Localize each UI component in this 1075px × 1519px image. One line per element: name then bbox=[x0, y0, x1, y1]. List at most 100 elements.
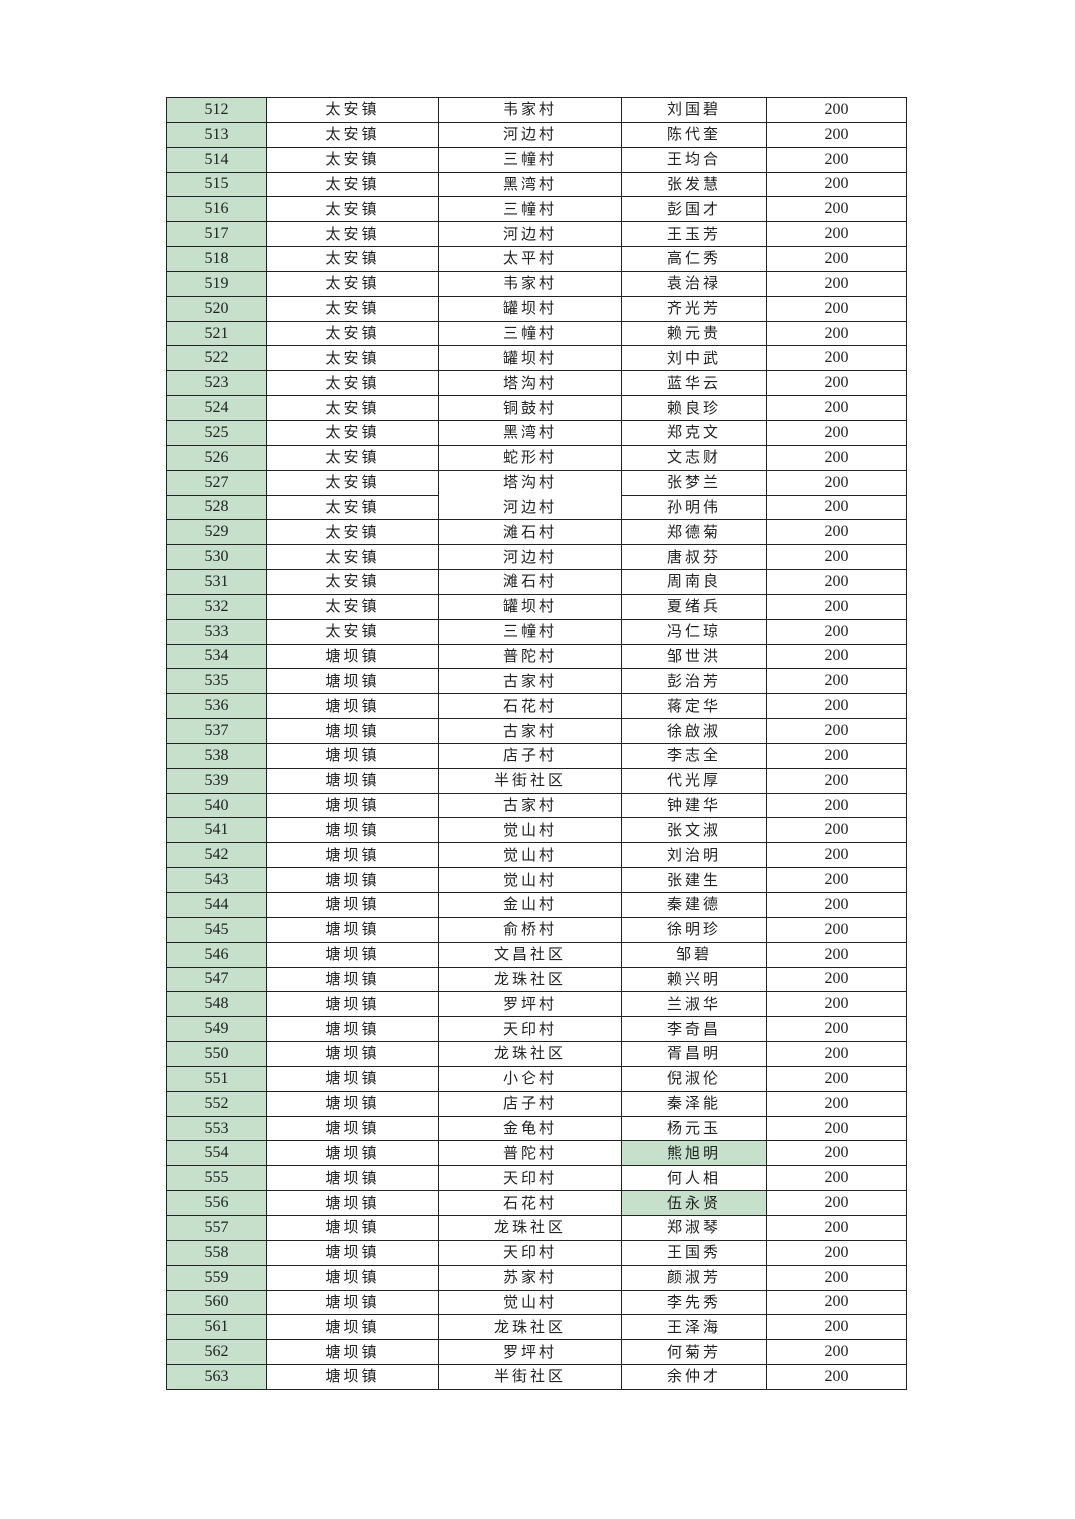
name-cell: 何人相 bbox=[621, 1165, 767, 1192]
village-cell: 店子村 bbox=[438, 742, 622, 769]
name-cell: 蓝华云 bbox=[621, 370, 767, 397]
index-cell: 563 bbox=[166, 1364, 267, 1390]
name-cell: 张文淑 bbox=[621, 817, 767, 844]
index-cell: 560 bbox=[166, 1289, 267, 1316]
index-cell: 561 bbox=[166, 1314, 267, 1341]
table-row: 541 塘坝镇 觉山村 张文淑 200 bbox=[166, 817, 907, 844]
table-row: 551 塘坝镇 小仑村 倪淑伦 200 bbox=[166, 1065, 907, 1092]
town-cell: 塘坝镇 bbox=[266, 916, 439, 943]
index-cell: 537 bbox=[166, 718, 267, 744]
amount-cell: 200 bbox=[766, 842, 907, 869]
index-cell: 517 bbox=[166, 221, 267, 248]
name-cell: 伍永贤 bbox=[621, 1190, 767, 1216]
name-cell: 蒋定华 bbox=[621, 693, 767, 720]
name-cell: 胥昌明 bbox=[621, 1041, 767, 1067]
amount-cell: 200 bbox=[766, 991, 907, 1018]
amount-cell: 200 bbox=[766, 643, 907, 670]
town-cell: 塘坝镇 bbox=[266, 767, 439, 794]
village-cell: 韦家村 bbox=[438, 97, 622, 123]
name-cell: 夏绪兵 bbox=[621, 593, 767, 620]
amount-cell: 200 bbox=[766, 767, 907, 794]
village-cell: 古家村 bbox=[438, 668, 622, 695]
table-row: 517 太安镇 河边村 王玉芳 200 bbox=[166, 221, 907, 248]
name-cell: 秦建德 bbox=[621, 892, 767, 918]
index-cell: 529 bbox=[166, 519, 267, 546]
town-cell: 太安镇 bbox=[266, 593, 439, 620]
index-cell: 553 bbox=[166, 1115, 267, 1142]
table-row: 548 塘坝镇 罗坪村 兰淑华 200 bbox=[166, 991, 907, 1018]
name-cell: 郑淑琴 bbox=[621, 1214, 767, 1241]
amount-cell: 200 bbox=[766, 1190, 907, 1216]
index-cell: 546 bbox=[166, 941, 267, 968]
table-row: 532 太安镇 罐坝村 夏绪兵 200 bbox=[166, 593, 907, 620]
name-cell: 张建生 bbox=[621, 867, 767, 893]
village-cell: 三幢村 bbox=[438, 618, 622, 645]
amount-cell: 200 bbox=[766, 569, 907, 595]
village-cell: 河边村 bbox=[438, 121, 622, 148]
table-row: 533 太安镇 三幢村 冯仁琼 200 bbox=[166, 618, 907, 645]
name-cell: 唐叔芬 bbox=[621, 544, 767, 571]
amount-cell: 200 bbox=[766, 121, 907, 148]
index-cell: 551 bbox=[166, 1065, 267, 1092]
index-cell: 559 bbox=[166, 1264, 267, 1291]
table-row: 515 太安镇 黑湾村 张发慧 200 bbox=[166, 171, 907, 198]
village-cell: 金龟村 bbox=[438, 1115, 622, 1142]
name-cell: 李先秀 bbox=[621, 1289, 767, 1316]
amount-cell: 200 bbox=[766, 469, 907, 496]
name-cell: 张梦兰 bbox=[621, 469, 767, 496]
town-cell: 塘坝镇 bbox=[266, 1041, 439, 1067]
village-cell: 天印村 bbox=[438, 1165, 622, 1192]
town-cell: 塘坝镇 bbox=[266, 817, 439, 844]
name-cell: 杨元玉 bbox=[621, 1115, 767, 1142]
name-cell: 彭治芳 bbox=[621, 668, 767, 695]
village-cell: 罐坝村 bbox=[438, 345, 622, 372]
table-row: 547 塘坝镇 龙珠社区 赖兴明 200 bbox=[166, 966, 907, 993]
name-cell: 王均合 bbox=[621, 146, 767, 173]
table-row: 513 太安镇 河边村 陈代奎 200 bbox=[166, 121, 907, 148]
amount-cell: 200 bbox=[766, 693, 907, 720]
table-row: 563 塘坝镇 半街社区 余仲才 200 bbox=[166, 1364, 907, 1390]
table-row: 562 塘坝镇 罗坪村 何菊芳 200 bbox=[166, 1339, 907, 1366]
name-cell: 郑德菊 bbox=[621, 519, 767, 546]
village-cell: 古家村 bbox=[438, 718, 622, 744]
table-row: 534 塘坝镇 普陀村 邹世洪 200 bbox=[166, 643, 907, 670]
index-cell: 539 bbox=[166, 767, 267, 794]
name-cell: 冯仁琼 bbox=[621, 618, 767, 645]
table-row: 549 塘坝镇 天印村 李奇昌 200 bbox=[166, 1016, 907, 1043]
name-cell: 徐啟淑 bbox=[621, 718, 767, 744]
town-cell: 塘坝镇 bbox=[266, 842, 439, 869]
village-cell: 塔沟村 bbox=[438, 370, 622, 397]
village-cell: 俞桥村 bbox=[438, 916, 622, 943]
amount-cell: 200 bbox=[766, 966, 907, 993]
index-cell: 527 bbox=[166, 469, 267, 496]
town-cell: 太安镇 bbox=[266, 146, 439, 173]
town-cell: 太安镇 bbox=[266, 320, 439, 347]
name-cell: 齐光芳 bbox=[621, 295, 767, 322]
town-cell: 塘坝镇 bbox=[266, 1339, 439, 1366]
town-cell: 塘坝镇 bbox=[266, 643, 439, 670]
village-cell: 天印村 bbox=[438, 1016, 622, 1043]
index-cell: 562 bbox=[166, 1339, 267, 1366]
amount-cell: 200 bbox=[766, 1264, 907, 1291]
name-cell: 熊旭明 bbox=[621, 1140, 767, 1167]
name-cell: 李奇昌 bbox=[621, 1016, 767, 1043]
amount-cell: 200 bbox=[766, 97, 907, 123]
index-cell: 523 bbox=[166, 370, 267, 397]
name-cell: 颜淑芳 bbox=[621, 1264, 767, 1291]
town-cell: 塘坝镇 bbox=[266, 668, 439, 695]
amount-cell: 200 bbox=[766, 171, 907, 198]
name-cell: 赖良珍 bbox=[621, 395, 767, 421]
amount-cell: 200 bbox=[766, 718, 907, 744]
index-cell: 521 bbox=[166, 320, 267, 347]
table-row: 519 太安镇 韦家村 袁治禄 200 bbox=[166, 270, 907, 297]
amount-cell: 200 bbox=[766, 1239, 907, 1266]
town-cell: 塘坝镇 bbox=[266, 1314, 439, 1341]
name-cell: 孙明伟 bbox=[621, 494, 767, 521]
town-cell: 太安镇 bbox=[266, 618, 439, 645]
table-row: 521 太安镇 三幢村 赖元贵 200 bbox=[166, 320, 907, 347]
amount-cell: 200 bbox=[766, 792, 907, 819]
name-cell: 高仁秀 bbox=[621, 246, 767, 272]
village-cell: 黑湾村 bbox=[438, 419, 622, 446]
amount-cell: 200 bbox=[766, 519, 907, 546]
amount-cell: 200 bbox=[766, 1314, 907, 1341]
